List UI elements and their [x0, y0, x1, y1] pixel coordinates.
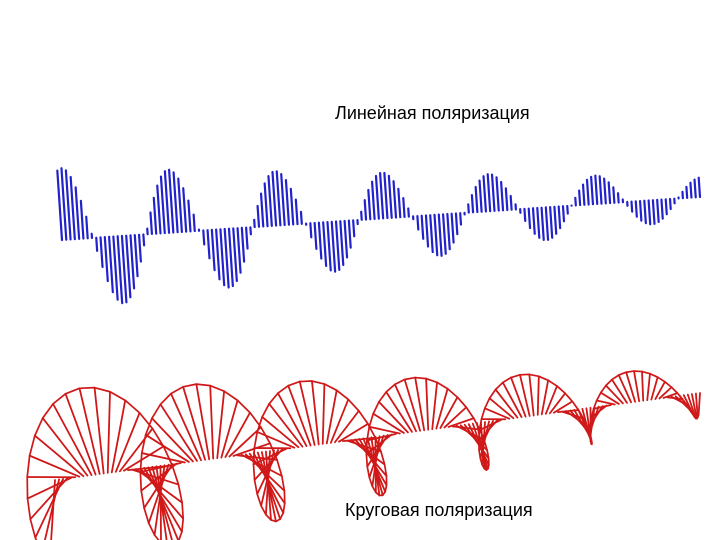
circular-polarization-wave	[0, 0, 720, 540]
circular-polarization-label: Круговая поляризация	[345, 500, 533, 521]
linear-polarization-label: Линейная поляризация	[335, 103, 530, 124]
diagram-stage: Линейная поляризация Круговая поляризаци…	[0, 0, 720, 540]
